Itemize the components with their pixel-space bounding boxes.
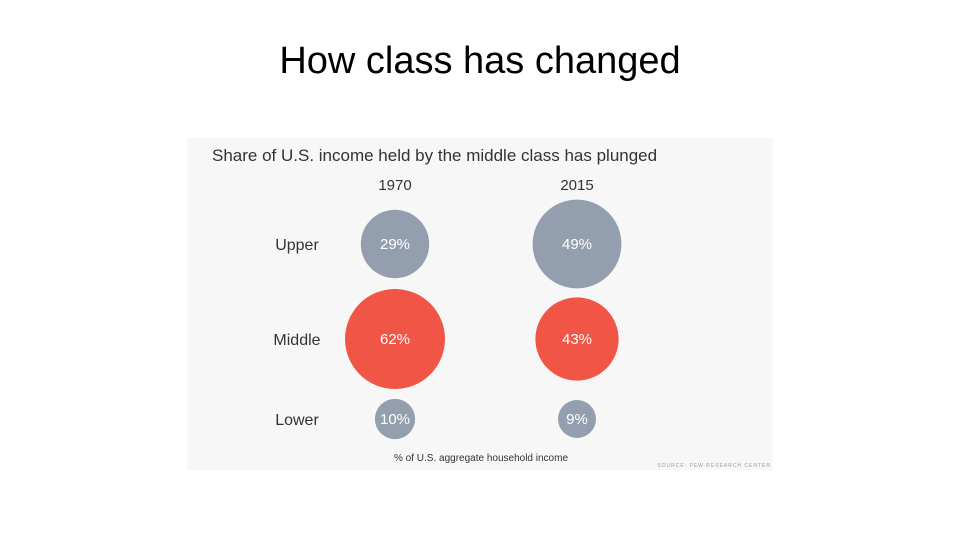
row-label-lower: Lower: [275, 412, 319, 429]
bubble-upper-2015: [532, 199, 622, 289]
bubble-label-lower-1970: 10%: [380, 411, 410, 428]
bubble-label-upper-2015: 49%: [562, 236, 592, 253]
chart-title: Share of U.S. income held by the middle …: [212, 146, 657, 165]
column-header-2015: 2015: [560, 177, 593, 194]
column-header-1970: 1970: [378, 177, 411, 194]
row-label-middle: Middle: [273, 332, 320, 349]
bubbles: 29% 62% 10% 49% 43% 9%: [345, 199, 622, 440]
bubble-chart: Share of U.S. income held by the middle …: [212, 146, 771, 469]
bubble-lower-1970: [374, 398, 416, 440]
bubble-label-middle-1970: 62%: [380, 331, 410, 348]
bubble-middle-1970: [345, 289, 445, 389]
bubble-label-middle-2015: 43%: [562, 331, 592, 348]
chart-figure: Share of U.S. income held by the middle …: [187, 138, 773, 470]
row-labels: Upper Middle Lower: [273, 237, 320, 429]
column-headers: 1970 2015: [378, 177, 593, 194]
bubble-upper-1970: [360, 209, 430, 279]
chart-source: SOURCE: PEW RESEARCH CENTER: [657, 463, 771, 469]
bubble-label-upper-1970: 29%: [380, 236, 410, 253]
bubble-lower-2015: [558, 400, 596, 438]
slide-title: How class has changed: [279, 40, 681, 82]
bubble-label-lower-2015: 9%: [566, 411, 588, 428]
row-label-upper: Upper: [275, 237, 319, 254]
bubble-middle-2015: [535, 297, 619, 381]
chart-footnote: % of U.S. aggregate household income: [394, 453, 568, 464]
